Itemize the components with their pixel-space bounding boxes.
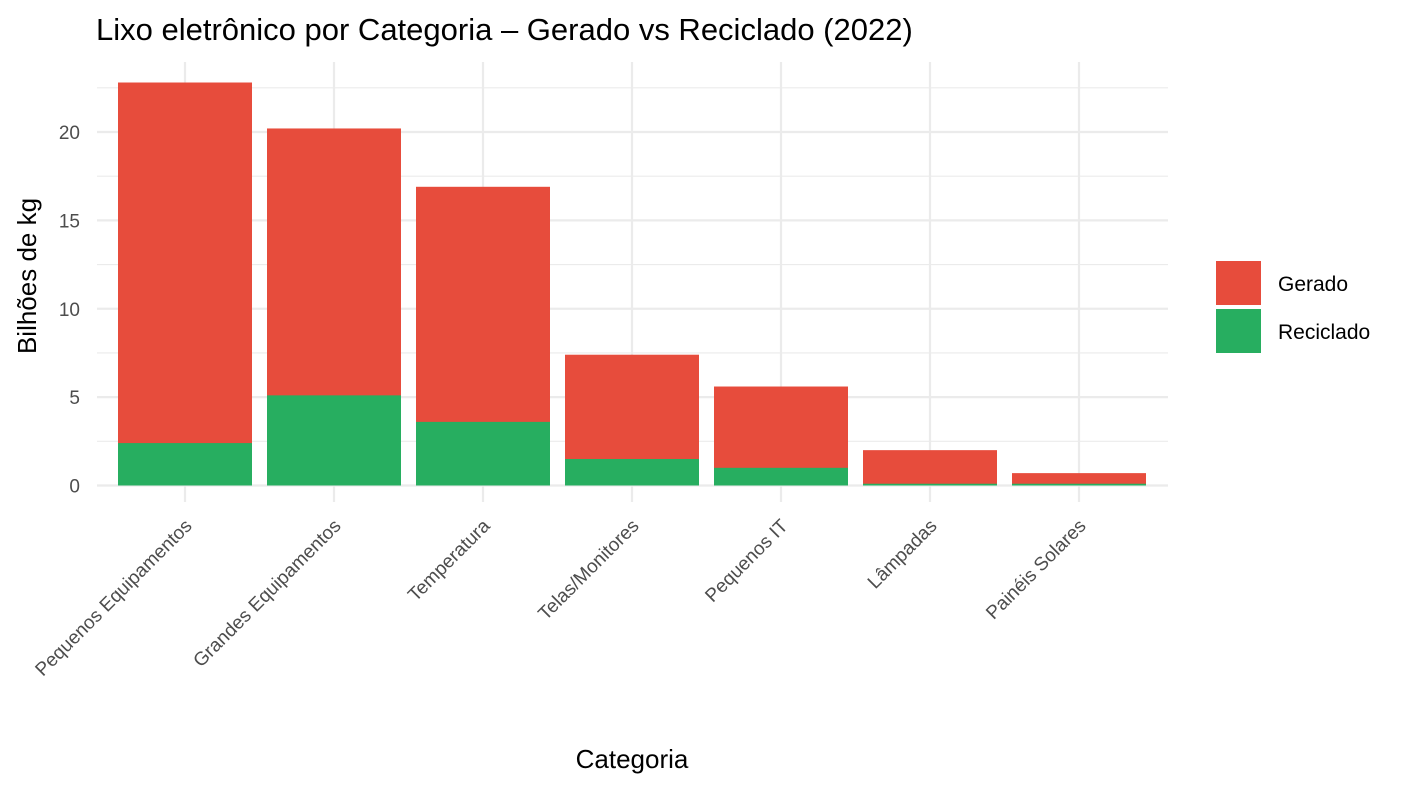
bar-gerado[interactable] <box>863 450 997 486</box>
y-tick-label: 0 <box>69 477 80 498</box>
x-tick-label: Pequenos Equipamentos <box>32 516 197 681</box>
bar-reciclado[interactable] <box>267 395 401 486</box>
legend-swatch-gerado <box>1216 261 1261 305</box>
bars <box>118 82 1146 486</box>
legend: Gerado Reciclado <box>1216 261 1370 353</box>
bar-reciclado[interactable] <box>416 421 550 486</box>
y-tick-label: 15 <box>59 211 80 232</box>
x-tick-label: Grandes Equipamentos <box>190 516 346 672</box>
bar-reciclado[interactable] <box>1012 483 1146 486</box>
x-tick-label: Painéis Solares <box>982 516 1090 624</box>
legend-label-gerado: Gerado <box>1278 273 1348 296</box>
legend-label-reciclado: Reciclado <box>1278 321 1370 344</box>
legend-swatch-reciclado <box>1216 309 1261 353</box>
x-tick-label: Temperatura <box>404 515 495 606</box>
y-axis-title: Bilhões de kg <box>12 198 42 354</box>
y-tick-label: 5 <box>69 388 80 409</box>
chart-title: Lixo eletrônico por Categoria – Gerado v… <box>96 12 913 47</box>
y-tick-label: 20 <box>59 123 80 144</box>
x-tick-label: Lâmpadas <box>864 516 942 594</box>
y-tick-label: 10 <box>59 300 80 321</box>
bar-gerado[interactable] <box>118 82 252 486</box>
bar-reciclado[interactable] <box>863 483 997 486</box>
bar-reciclado[interactable] <box>565 458 699 486</box>
y-axis-ticks: 0 5 10 15 20 <box>59 123 80 498</box>
x-tick-label: Pequenos IT <box>701 515 792 606</box>
x-axis-title: Categoria <box>576 744 689 774</box>
bar-reciclado[interactable] <box>118 443 252 486</box>
bar-reciclado[interactable] <box>714 467 848 486</box>
bar-gerado[interactable] <box>1012 473 1146 486</box>
x-tick-label: Telas/Monitores <box>535 516 644 625</box>
